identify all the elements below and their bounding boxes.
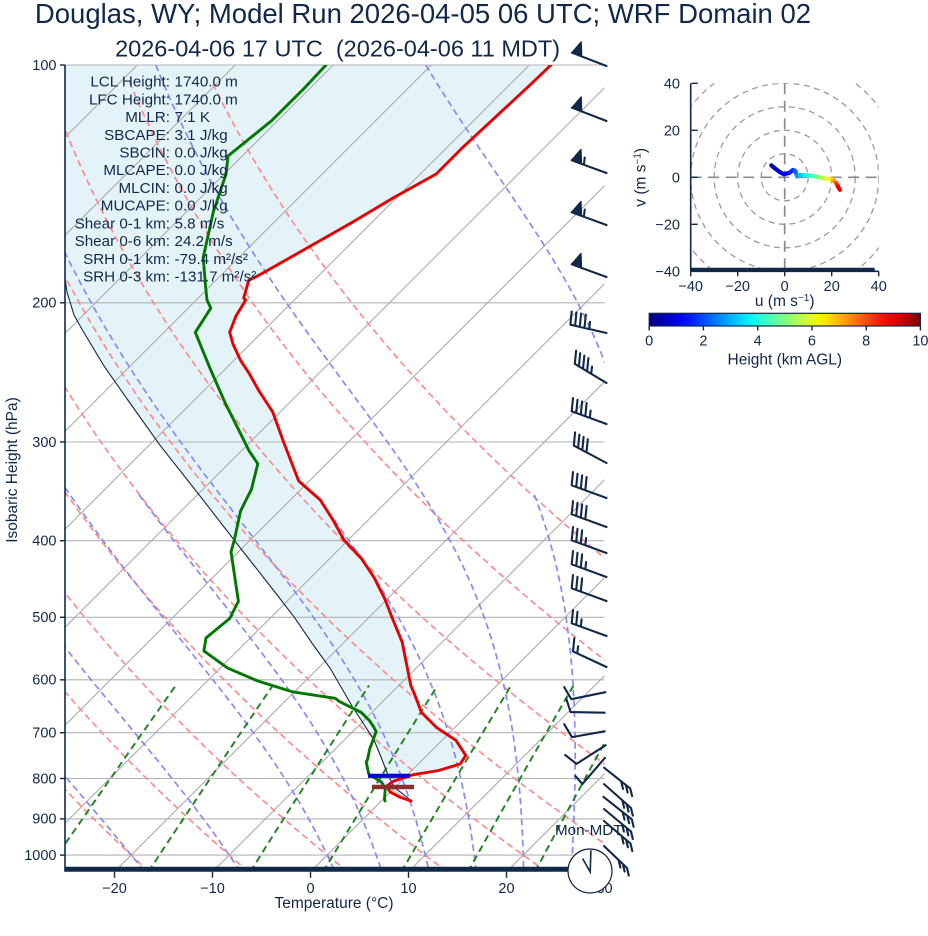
svg-text:10: 10 — [912, 334, 928, 350]
svg-text:Shear 0-1 km:: Shear 0-1 km: — [75, 215, 170, 232]
svg-text:0.0 J/kg: 0.0 J/kg — [175, 198, 228, 215]
svg-text:1000: 1000 — [24, 848, 56, 864]
svg-text:1740.0 m: 1740.0 m — [175, 91, 238, 108]
svg-text:10: 10 — [400, 881, 416, 897]
svg-text:−40: −40 — [678, 279, 703, 295]
svg-text:Mon-MDT: Mon-MDT — [555, 822, 623, 839]
svg-text:0: 0 — [306, 881, 314, 897]
svg-text:MLCIN:: MLCIN: — [119, 180, 170, 197]
svg-text:500: 500 — [32, 610, 56, 626]
svg-text:-131.7 m²/s²: -131.7 m²/s² — [175, 269, 257, 286]
svg-text:−40: −40 — [655, 264, 680, 280]
svg-text:0.0 J/kg: 0.0 J/kg — [175, 162, 228, 179]
svg-text:2: 2 — [699, 334, 707, 350]
svg-text:200: 200 — [32, 296, 56, 312]
svg-text:600: 600 — [32, 673, 56, 689]
svg-text:7.1 K: 7.1 K — [175, 109, 210, 126]
svg-text:0.0 J/kg: 0.0 J/kg — [175, 145, 228, 162]
svg-text:SRH 0-3 km:: SRH 0-3 km: — [83, 269, 170, 286]
svg-text:LCL Height:: LCL Height: — [90, 74, 170, 91]
svg-text:MLCAPE:: MLCAPE: — [103, 162, 170, 179]
svg-text:24.2 m/s: 24.2 m/s — [175, 233, 234, 250]
svg-text:SRH 0-1 km:: SRH 0-1 km: — [83, 251, 170, 268]
svg-text:−20: −20 — [102, 881, 127, 897]
svg-text:−10: −10 — [200, 881, 225, 897]
svg-text:20: 20 — [664, 123, 680, 139]
svg-text:Shear 0-6 km:: Shear 0-6 km: — [75, 233, 170, 250]
svg-text:100: 100 — [32, 58, 56, 74]
svg-text:MLLR:: MLLR: — [125, 109, 170, 126]
svg-text:SBCAPE:: SBCAPE: — [104, 127, 170, 144]
svg-text:−20: −20 — [655, 217, 680, 233]
svg-text:0: 0 — [672, 170, 680, 186]
svg-text:4: 4 — [754, 334, 762, 350]
svg-text:Douglas, WY; Model Run 2026-04: Douglas, WY; Model Run 2026-04-05 06 UTC… — [35, 0, 811, 29]
svg-text:−20: −20 — [725, 279, 750, 295]
svg-text:SBCIN:: SBCIN: — [119, 145, 170, 162]
svg-text:Isobaric Height (hPa): Isobaric Height (hPa) — [4, 397, 21, 543]
svg-text:0: 0 — [645, 334, 653, 350]
svg-text:40: 40 — [664, 76, 680, 92]
svg-text:LFC Height:: LFC Height: — [89, 91, 170, 108]
svg-text:20: 20 — [498, 881, 514, 897]
svg-text:800: 800 — [32, 771, 56, 787]
svg-text:300: 300 — [32, 435, 56, 451]
svg-text:8: 8 — [862, 334, 870, 350]
svg-text:1740.0 m: 1740.0 m — [175, 74, 238, 91]
svg-text:2026-04-06 17 UTC (2026-04-06: 2026-04-06 17 UTC (2026-04-06 11 MDT) — [115, 36, 560, 62]
svg-text:700: 700 — [32, 726, 56, 742]
svg-text:0: 0 — [781, 279, 789, 295]
svg-text:3.1 J/kg: 3.1 J/kg — [175, 127, 228, 144]
svg-text:MUCAPE:: MUCAPE: — [101, 198, 170, 215]
svg-text:6: 6 — [808, 334, 816, 350]
svg-text:0.0 J/kg: 0.0 J/kg — [175, 180, 228, 197]
svg-text:-79.4 m²/s²: -79.4 m²/s² — [175, 251, 248, 268]
svg-text:20: 20 — [824, 279, 840, 295]
svg-text:5.8 m/s: 5.8 m/s — [175, 215, 225, 232]
svg-text:900: 900 — [32, 812, 56, 828]
svg-text:400: 400 — [32, 534, 56, 550]
svg-text:40: 40 — [871, 279, 887, 295]
svg-text:Temperature (°C): Temperature (°C) — [274, 895, 393, 912]
svg-text:Height (km AGL): Height (km AGL) — [728, 352, 843, 369]
